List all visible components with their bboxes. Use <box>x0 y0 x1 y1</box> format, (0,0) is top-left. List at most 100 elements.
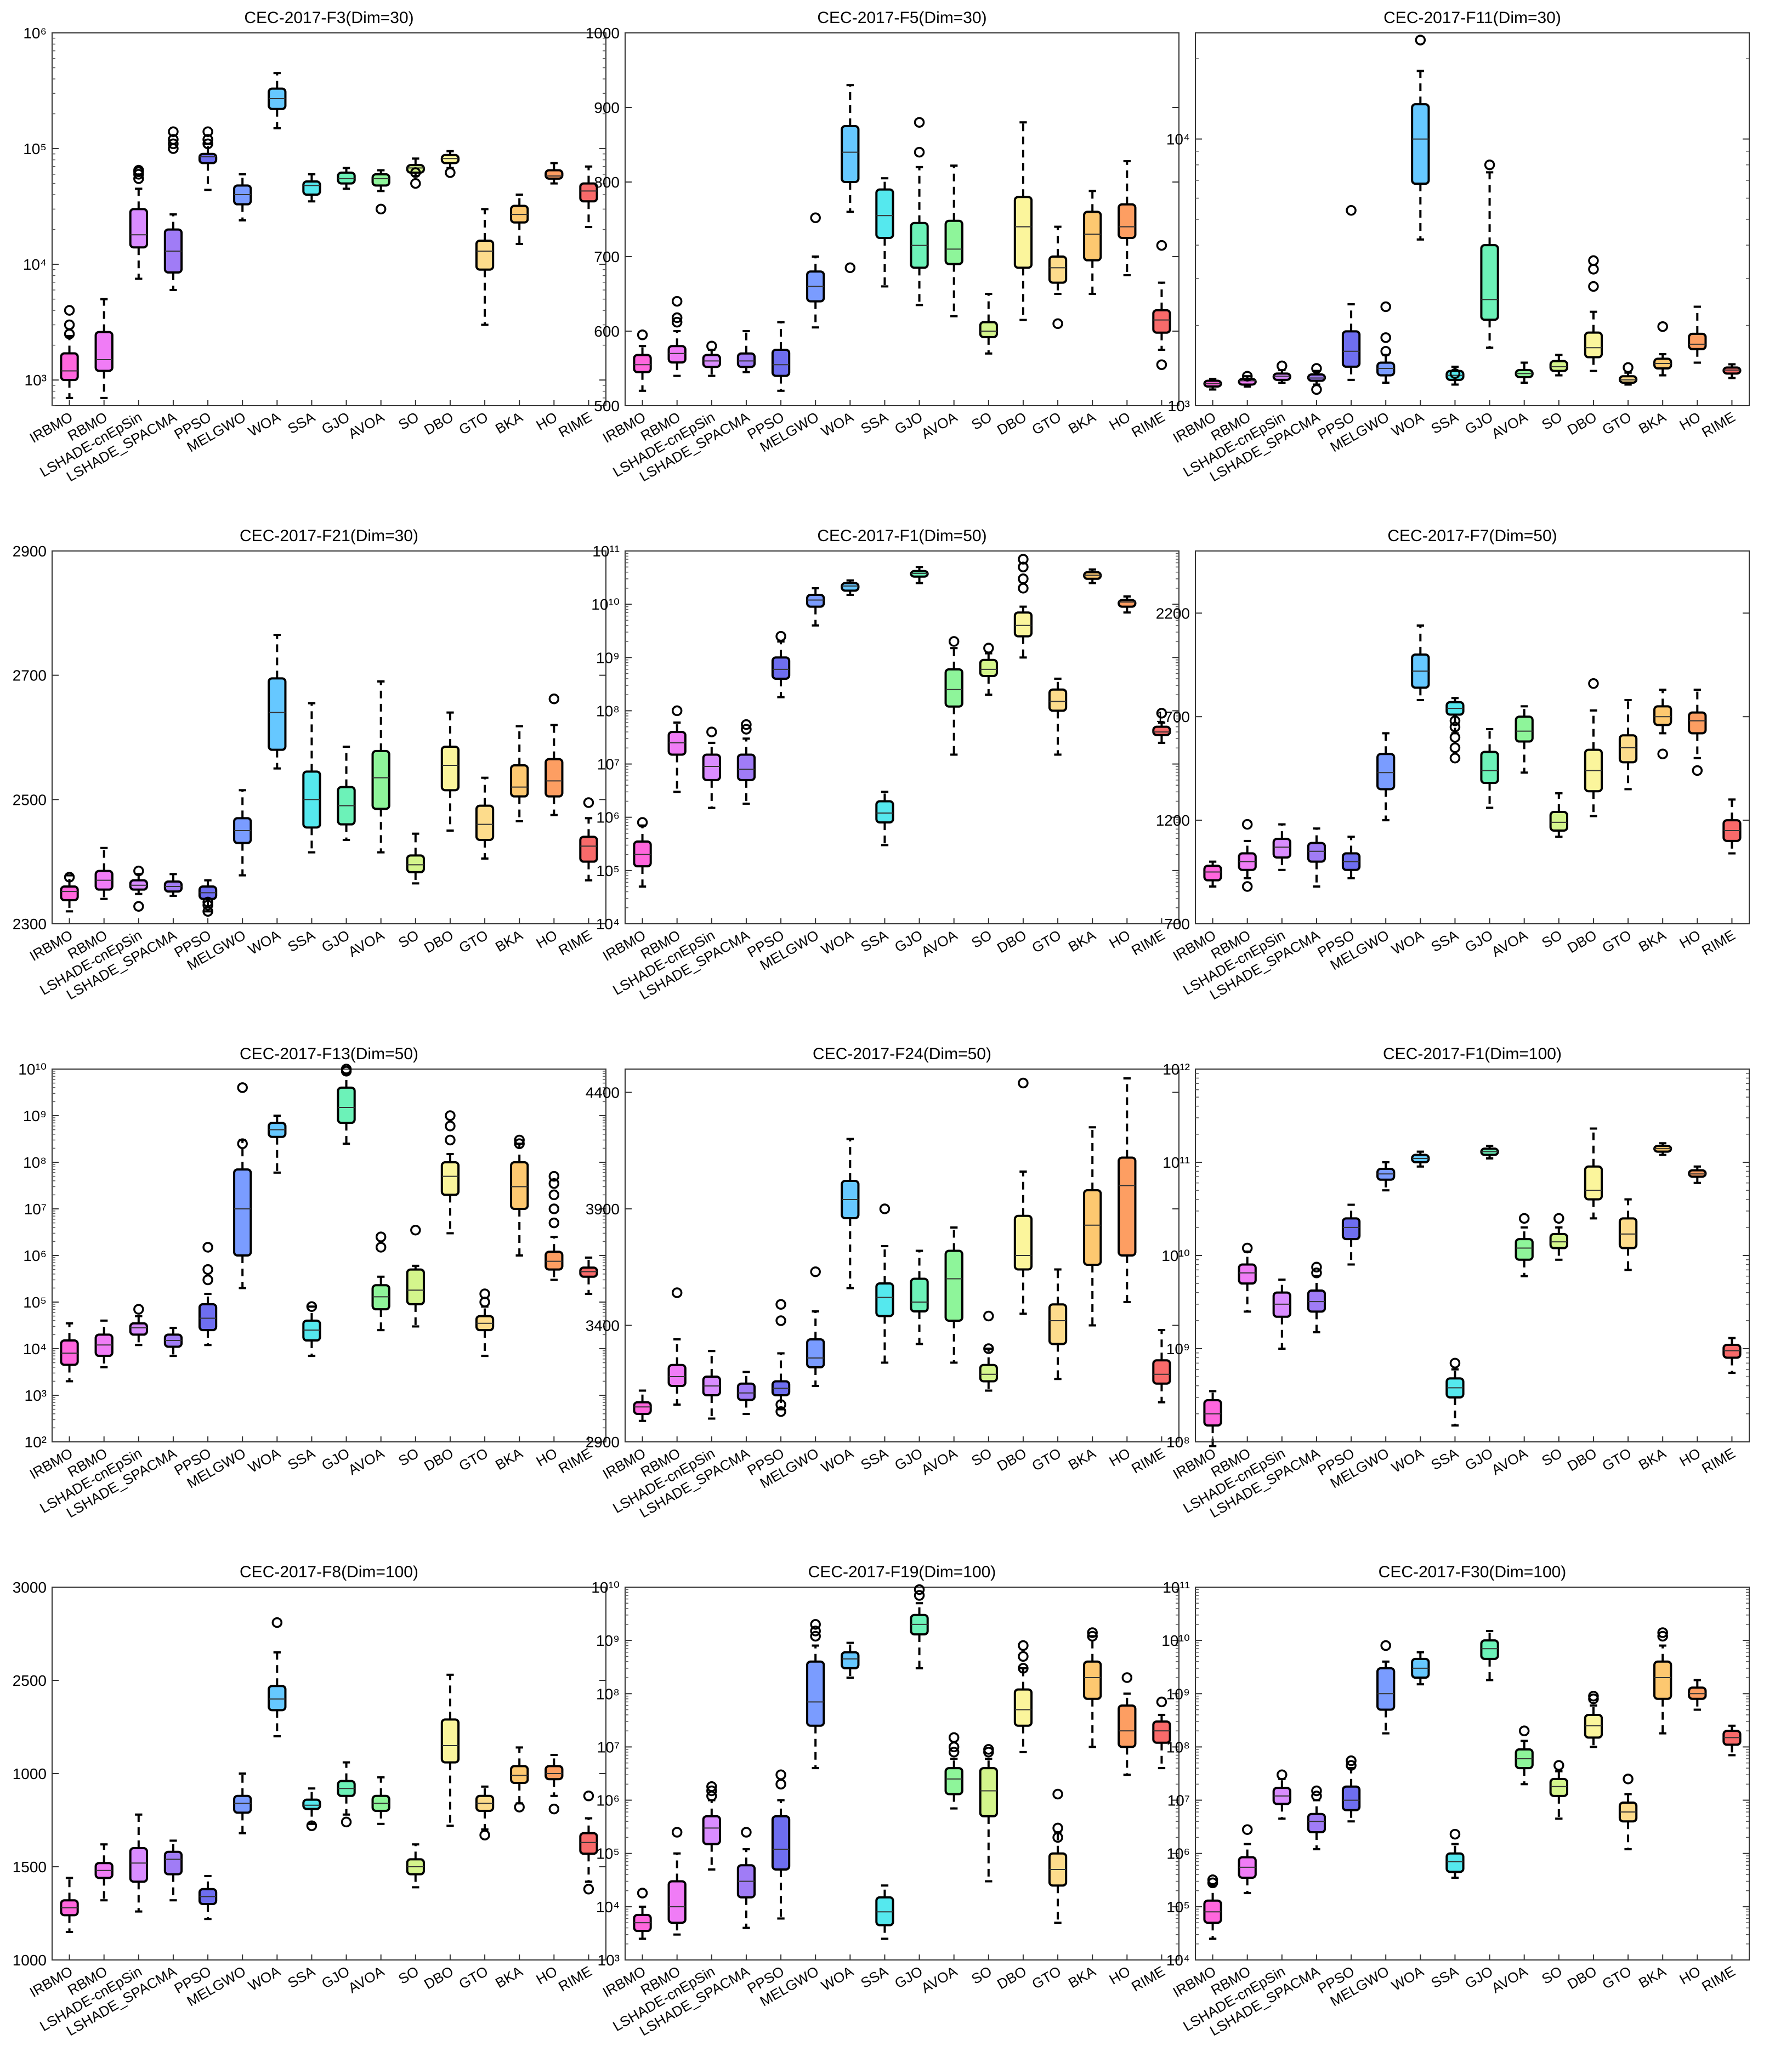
chart-title: CEC-2017-F30(Dim=100) <box>1379 1563 1567 1581</box>
box-LSHADE-cnEpSin <box>129 1813 148 1913</box>
box-LSHADE-cnEpSin <box>702 1781 721 1871</box>
x-tick-label: SSA <box>1428 927 1461 955</box>
outlier-point <box>879 1203 891 1214</box>
box-HO <box>545 1754 564 1815</box>
box-PPSO <box>771 1299 791 1417</box>
y-tick-label: 10¹⁰ <box>591 596 620 613</box>
x-tick-label: AVOA <box>345 1445 387 1478</box>
iqr-box <box>736 1382 756 1401</box>
box-GJO <box>910 1249 929 1345</box>
box-LSHADE_SPACMA <box>1307 1262 1326 1334</box>
x-tick-label: BKA <box>1636 927 1669 955</box>
box-SSA <box>1445 697 1465 764</box>
iqr-box <box>198 1303 218 1332</box>
outlier-point <box>202 900 213 911</box>
box-PPSO <box>1341 204 1361 381</box>
outlier-point <box>637 817 648 828</box>
outlier-point <box>1553 1213 1564 1224</box>
chart-panel-2: CEC-2017-F5(Dim=30)5006007008009001000IR… <box>586 9 1179 485</box>
outlier-point <box>1311 1262 1322 1272</box>
y-tick-label: 10⁶ <box>596 809 620 826</box>
outlier-point <box>548 1178 560 1189</box>
iqr-box <box>944 1767 963 1795</box>
outlier-point <box>1241 881 1253 892</box>
iqr-box <box>1083 1660 1102 1700</box>
outlier-point <box>637 1888 648 1899</box>
box-DBO <box>1013 1640 1033 1753</box>
iqr-box <box>1549 811 1568 832</box>
outlier-point <box>1588 281 1599 292</box>
box-LSHADE-cnEpSin <box>702 1350 721 1420</box>
box-LSHADE_SPACMA <box>736 719 756 805</box>
x-tick-label: SO <box>395 1963 422 1987</box>
outlier-point <box>1553 1760 1564 1771</box>
box-AVOA <box>1515 705 1534 774</box>
chart-panel-5: CEC-2017-F1(Dim=50) 10⁴ 10⁵ 10⁶ 10⁷ 10⁸ 10⁹ 10¹… <box>591 527 1179 1003</box>
box-GTO <box>475 776 495 860</box>
y-tick-label: 10⁸ <box>23 1154 47 1171</box>
y-tick-label: 10¹² <box>1162 1061 1190 1078</box>
box-LSHADE-cnEpSin <box>129 164 148 280</box>
x-tick-label: DBO <box>1564 1963 1600 1992</box>
box-GJO <box>1480 1630 1499 1681</box>
outlier-point <box>548 1217 560 1229</box>
x-tick-label: RIME <box>1128 1445 1167 1476</box>
iqr-box <box>1584 1165 1603 1201</box>
outlier-point <box>810 1626 821 1636</box>
iqr-box <box>1272 838 1291 859</box>
y-tick-label: 2900 <box>586 1434 620 1451</box>
y-tick-label: 3900 <box>586 1201 620 1218</box>
box-MELGWO <box>233 1082 252 1289</box>
box-PPSO <box>1341 836 1361 879</box>
outlier-point <box>202 896 213 908</box>
iqr-box <box>475 804 495 841</box>
x-tick-label: SO <box>395 927 422 951</box>
iqr-box <box>129 1322 148 1336</box>
x-tick-label: RIME <box>1699 927 1738 958</box>
box-RIME <box>579 1256 598 1295</box>
outlier-point <box>445 167 456 178</box>
x-tick-label: RIME <box>1128 927 1167 958</box>
y-tick-label: 1700 <box>1156 708 1190 725</box>
x-tick-label: DBO <box>994 408 1029 438</box>
box-DBO <box>440 711 460 832</box>
y-tick-label: 700 <box>594 248 620 265</box>
box-LSHADE_SPACMA <box>736 1827 756 1929</box>
iqr-box <box>1376 361 1396 377</box>
outlier-point <box>775 1299 786 1310</box>
x-tick-label: SO <box>395 1445 422 1469</box>
y-tick-label: 3000 <box>13 1579 47 1596</box>
outlier-point <box>1449 1828 1461 1840</box>
x-tick-label: WOA <box>246 1445 283 1476</box>
box-LSHADE-cnEpSin <box>129 1304 148 1346</box>
box-IRBMO <box>60 1877 79 1933</box>
iqr-box <box>1480 1639 1499 1660</box>
box-AVOA <box>371 1776 390 1825</box>
iqr-box <box>1013 196 1033 269</box>
iqr-box <box>1083 211 1102 262</box>
box-GTO <box>475 1288 495 1357</box>
outlier-point <box>479 1288 490 1299</box>
box-GTO <box>1048 225 1068 329</box>
y-tick-label: 1200 <box>1156 812 1190 829</box>
iqr-box <box>60 885 79 901</box>
outlier-point <box>1346 1755 1357 1766</box>
outlier-point <box>810 1266 821 1277</box>
x-tick-label: SSA <box>1428 1445 1461 1473</box>
box-DBO <box>1584 255 1603 372</box>
box-LSHADE-cnEpSin <box>1272 360 1291 384</box>
y-tick-label: 2500 <box>13 1672 47 1689</box>
iqr-box <box>1411 103 1430 185</box>
outlier-point <box>548 1803 560 1815</box>
box-AVOA <box>944 1732 963 1810</box>
box-DBO <box>1013 554 1033 659</box>
iqr-box <box>1515 715 1534 743</box>
iqr-box <box>702 1815 721 1845</box>
x-tick-label: GJO <box>319 1963 352 1992</box>
box-RBMO <box>667 296 687 377</box>
outlier-point <box>514 1802 525 1812</box>
iqr-box <box>1549 1232 1568 1249</box>
x-tick-label: GTO <box>1029 408 1064 438</box>
iqr-box <box>1118 203 1137 239</box>
x-tick-label: HO <box>1677 408 1704 433</box>
